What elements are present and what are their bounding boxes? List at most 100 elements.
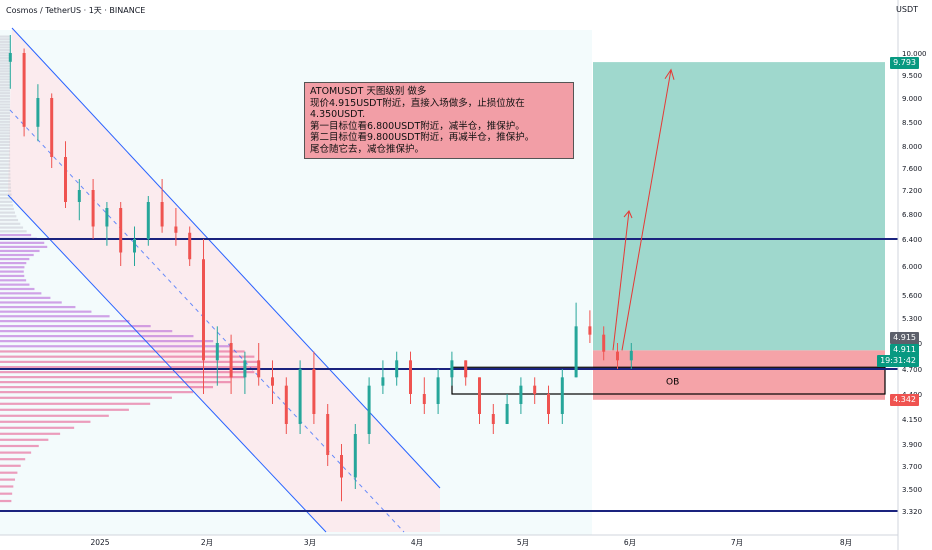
volume-profile-bar [0,94,11,98]
volume-profile-bar [0,183,11,186]
time-tick-label: 2025 [90,538,109,547]
volume-profile-bar [0,226,24,229]
target-price-tag: 9.793 [890,57,919,69]
countdown-tag: 19:31:42 [877,355,919,367]
volume-profile-bar [0,62,11,65]
volume-profile-bar [0,376,245,379]
volume-profile-bar [0,492,13,495]
stop-price-tag: 4.342 [890,394,919,406]
trade-note-line: 现价4.915USDT附近，直接入场做多，止损位放在4.350USDT. [310,97,525,121]
candle-body [422,394,426,404]
price-tick-label: 7.200 [902,187,922,195]
volume-profile-bar [0,83,11,87]
volume-profile-bar [0,444,39,448]
volume-profile-bar [0,166,11,169]
volume-profile-bar [0,114,11,118]
volume-profile-bar [0,391,194,394]
candle-body [8,53,12,62]
price-tick-label: 6.800 [902,211,922,219]
volume-profile-bar [0,140,11,144]
volume-profile-bar [0,176,11,179]
volume-profile-bar [0,120,11,123]
volume-profile-bar [0,49,11,52]
volume-profile-bar [0,160,11,163]
channel-lower-line [7,194,327,533]
volume-profile-bar [0,54,11,57]
volume-profile-bar [0,72,11,76]
volume-profile-bar [0,100,11,103]
candle-body [160,202,164,227]
volume-profile-bar [0,230,27,233]
volume-profile-bar [0,360,260,363]
volume-profile-bar [0,103,11,106]
candle-body [64,157,67,202]
volume-profile-bar [0,109,11,112]
price-tick-label: 3.500 [902,486,922,494]
price-tick-label: 3.700 [902,463,922,471]
candle-body [547,394,550,414]
volume-profile-bar [0,325,151,328]
candle-body [271,377,274,386]
price-tick-label: 4.700 [902,366,922,374]
volume-profile-bar [0,189,12,193]
volume-profile-bar [0,287,35,291]
candle-body [22,53,26,127]
price-tick-label: 9.000 [902,95,922,103]
price-tick-label: 9.500 [902,72,922,80]
volume-profile-bar [0,386,214,389]
volume-profile-bar [0,78,11,81]
volume-profile-bar [0,310,92,313]
trade-note: ATOMUSDT 天图级别 做多 现价4.915USDT附近，直接入场做多，止损位… [304,82,574,159]
target-1-arrowhead [623,210,633,219]
volume-profile-bar [0,132,11,135]
volume-profile-bar [0,129,11,132]
candle-body [133,239,136,253]
volume-profile-bar [0,97,11,100]
volume-profile-bar [0,499,12,503]
trade-note-line: ATOMUSDT 天图级别 做多 [310,86,427,97]
volume-profile-bar [0,335,194,338]
candle-body [602,334,606,352]
volume-profile-bar [0,38,11,41]
volume-profile-bar [0,112,11,115]
candle-body [505,404,509,424]
volume-profile-bar [0,485,14,488]
last-price-tag: 4.911 [890,344,919,356]
volume-profile-bar [0,35,11,38]
volume-profile-bar [0,204,14,207]
volume-profile-bar [0,245,48,248]
candle-body [188,232,192,260]
volume-profile-bar [0,197,12,200]
current-price-tag: 4.915 [890,332,919,344]
volume-profile-bar [0,301,62,304]
volume-profile-bar [0,345,231,348]
volume-profile-bar [0,156,11,159]
time-tick-label: 4月 [411,538,423,547]
volume-profile-bar [0,117,11,121]
candle-body [381,377,385,386]
candle-body [36,98,40,127]
time-tick-label: 7月 [731,538,743,547]
price-tick-label: 6.000 [902,263,922,271]
volume-profile-bar [0,432,61,435]
volume-profile-bar [0,396,172,399]
volume-profile-bar [0,274,25,278]
candle-body [588,326,592,335]
volume-profile-bar [0,330,173,333]
price-tick-label: 6.400 [902,236,922,244]
volume-profile-bar [0,283,30,286]
candle-body [284,385,288,424]
stop-loss-zone [593,350,885,400]
candle-body [491,414,495,424]
volume-profile-bar [0,478,16,481]
volume-profile-bar [0,81,11,84]
candle-body [629,350,633,361]
price-tick-label: 5.300 [902,315,922,323]
candle-body [519,385,523,404]
candle-body [174,226,178,233]
volume-profile-bar [0,59,11,62]
candle-body [243,360,247,378]
volume-profile-bar [0,153,11,156]
candle-body [409,360,412,394]
volume-profile-bar [0,51,11,54]
